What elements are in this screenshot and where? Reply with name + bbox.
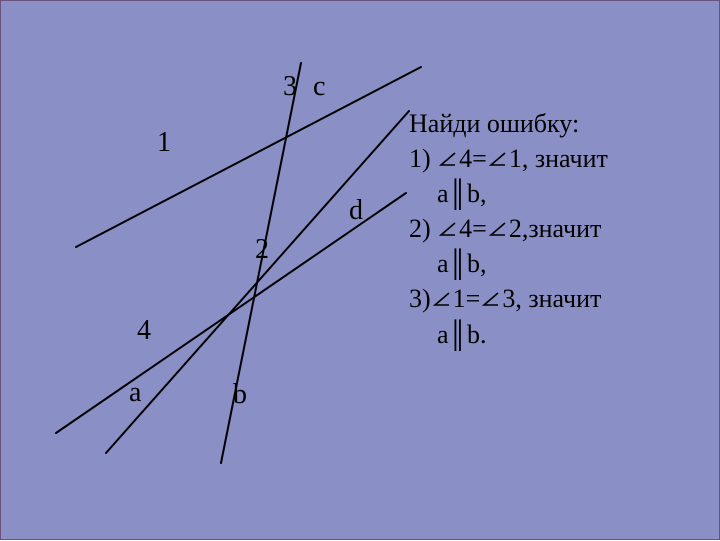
angle-lhs: 4 xyxy=(459,214,472,243)
item-num: 3) xyxy=(409,284,431,313)
item-num: 1) xyxy=(409,144,431,173)
angle-rhs: 3 xyxy=(502,284,515,313)
label-d: d xyxy=(349,195,363,227)
angle-icon xyxy=(489,141,507,176)
angle-rhs: 2 xyxy=(509,214,522,243)
label-a: a xyxy=(129,377,141,409)
item-conclusion: a║b, xyxy=(409,176,608,211)
angle-icon xyxy=(489,211,507,246)
task-item-1: 1) 4=1, значит xyxy=(409,141,608,176)
item-conclusion: a║b, xyxy=(409,246,608,281)
angle-icon xyxy=(433,281,451,316)
line-d xyxy=(106,111,409,453)
label-1: 1 xyxy=(157,127,171,159)
angle-lhs: 4 xyxy=(459,144,472,173)
label-b: b xyxy=(233,379,247,411)
angle-lhs: 1 xyxy=(453,284,466,313)
task-item-3: 3)1=3, значит xyxy=(409,281,608,316)
item-tail: ,значит xyxy=(522,214,602,243)
item-tail: , значит xyxy=(522,144,608,173)
geometry-diagram xyxy=(1,1,720,541)
slide: 1 2 3 4 a b c d Найди ошибку: 1) 4=1, зн… xyxy=(0,0,720,540)
angle-icon xyxy=(482,281,500,316)
angle-icon xyxy=(439,141,457,176)
item-conclusion: a║b. xyxy=(409,317,608,352)
task-title: Найди ошибку: xyxy=(409,106,608,141)
angle-icon xyxy=(439,211,457,246)
task-item-2: 2) 4=2,значит xyxy=(409,211,608,246)
angle-rhs: 1 xyxy=(509,144,522,173)
item-num: 2) xyxy=(409,214,431,243)
label-4: 4 xyxy=(137,315,151,347)
task-text: Найди ошибку: 1) 4=1, значит a║b, 2) 4=2… xyxy=(409,106,608,352)
label-3: 3 xyxy=(283,71,297,103)
label-c: c xyxy=(313,71,325,103)
label-2: 2 xyxy=(255,234,269,266)
item-tail: , значит xyxy=(515,284,601,313)
